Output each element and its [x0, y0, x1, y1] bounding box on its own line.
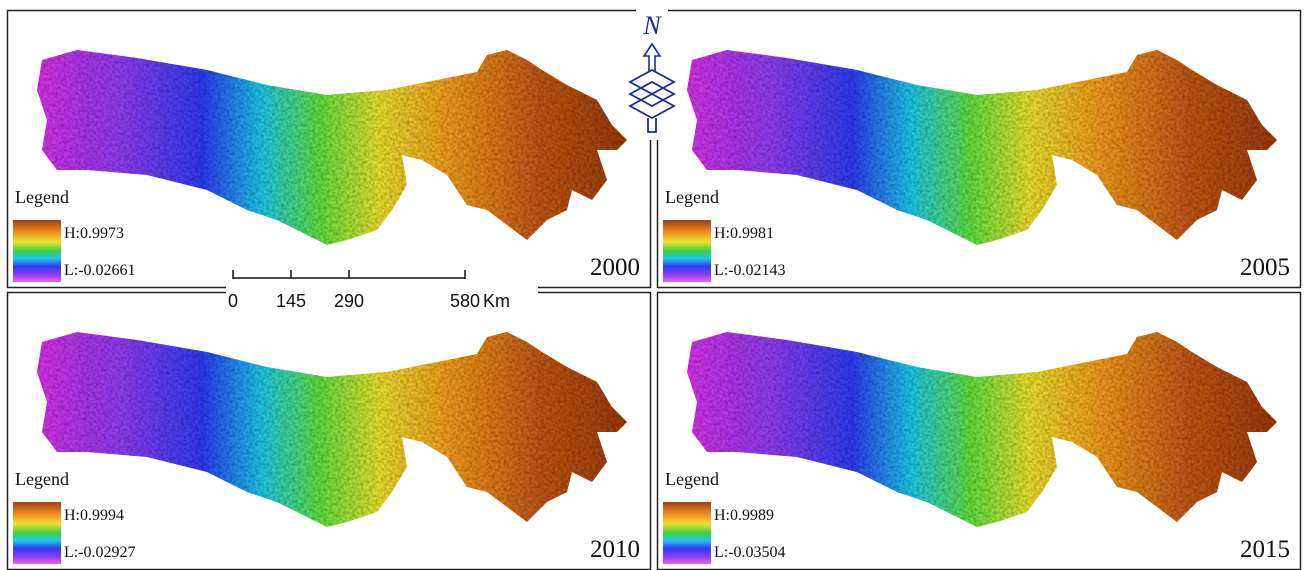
legend-high: H:0.9994	[64, 507, 124, 524]
scale-bar-label: 145	[276, 291, 306, 311]
map-panel: Legend H:0.9973 L:-0.02661 2000	[8, 11, 651, 288]
panel-year: 2010	[590, 536, 640, 563]
map-panel: Legend H:0.9989 L:-0.03504 2015	[658, 293, 1301, 570]
legend-ramp	[13, 220, 61, 282]
legend-low: L:-0.02661	[64, 262, 136, 279]
panel-year: 2005	[1240, 254, 1290, 281]
scale-bar-unit: Km	[483, 291, 510, 311]
legend-high: H:0.9989	[714, 507, 774, 524]
legend-low: L:-0.02927	[64, 544, 136, 561]
legend-low: L:-0.03504	[714, 544, 786, 561]
north-arrow: N	[630, 8, 674, 140]
legend-high: H:0.9981	[714, 225, 774, 242]
legend-low: L:-0.02143	[714, 262, 786, 279]
legend-ramp	[663, 502, 711, 564]
panel-year: 2000	[590, 254, 640, 281]
legend-title: Legend	[15, 469, 69, 489]
scale-bar-label: 580	[450, 291, 480, 311]
figure: Legend H:0.9973 L:-0.02661 2000 Legend H:0.99…	[0, 0, 1304, 570]
legend-title: Legend	[665, 187, 719, 207]
legend-high: H:0.9973	[64, 225, 124, 242]
legend-ramp	[13, 502, 61, 564]
map-panel: Legend H:0.9981 L:-0.02143 2005	[658, 11, 1301, 288]
map-panel: Legend H:0.9994 L:-0.02927 2010	[8, 293, 651, 570]
north-label: N	[642, 11, 662, 40]
legend-title: Legend	[665, 469, 719, 489]
legend-ramp	[663, 220, 711, 282]
panel-year: 2015	[1240, 536, 1290, 563]
scale-bar-label: 290	[334, 291, 364, 311]
scale-bar-label: 0	[228, 291, 238, 311]
legend-title: Legend	[15, 187, 69, 207]
